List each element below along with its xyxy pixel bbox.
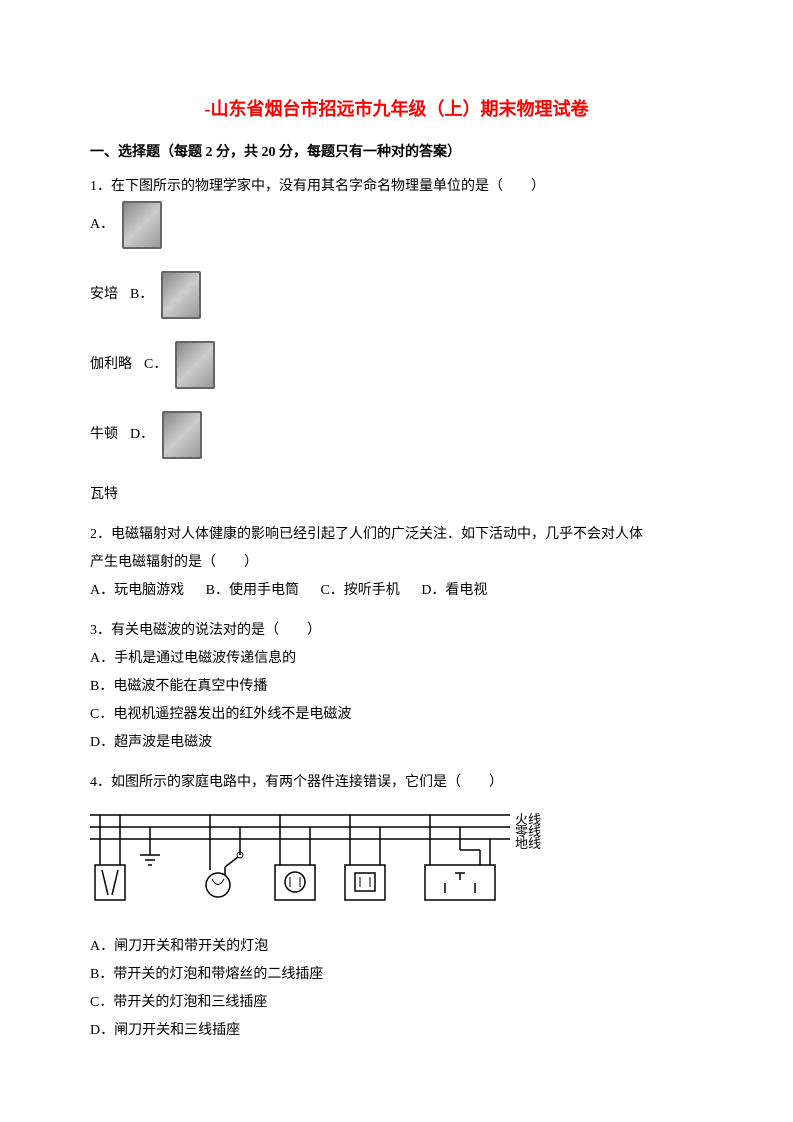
option-letter: A． <box>90 211 114 239</box>
q2-text-line2: 产生电磁辐射的是（ ） <box>90 549 703 577</box>
option-label: 牛顿 <box>90 421 118 449</box>
q2-option-b: B．使用手电筒 <box>206 577 299 605</box>
exam-title: -山东省烟台市招远市九年级（上）期末物理试卷 <box>90 95 703 121</box>
q3-option-d: D．超声波是电磁波 <box>90 729 703 757</box>
q2-options: A．玩电脑游戏 B．使用手电筒 C．按听手机 D．看电视 <box>90 577 703 605</box>
q3-option-c: C．电视机遥控器发出的红外线不是电磁波 <box>90 701 703 729</box>
ground-wire-label: 地线 <box>515 831 541 857</box>
physicist-stamp-icon <box>175 341 215 389</box>
q3-option-a: A．手机是通过电磁波传递信息的 <box>90 645 703 673</box>
q4-option-c: C．带开关的灯泡和三线插座 <box>90 989 703 1017</box>
option-label: 安培 <box>90 281 118 309</box>
q1-option-a: A． <box>90 201 703 249</box>
q1-final-word: 瓦特 <box>90 481 703 509</box>
q3-option-b: B．电磁波不能在真空中传播 <box>90 673 703 701</box>
q2-option-c: C．按听手机 <box>320 577 399 605</box>
question-3: 3．有关电磁波的说法对的是（ ） A．手机是通过电磁波传递信息的 B．电磁波不能… <box>90 617 703 757</box>
q4-option-d: D．闸刀开关和三线插座 <box>90 1017 703 1045</box>
physicist-stamp-icon <box>122 201 162 249</box>
physicist-stamp-icon <box>162 411 202 459</box>
section-header: 一、选择题（每题 2 分，共 20 分，每题只有一种对的答案） <box>90 141 703 161</box>
circuit-diagram: 火线 零线 地线 <box>90 805 550 925</box>
q4-text: 4．如图所示的家庭电路中，有两个器件连接错误，它们是（ ） <box>90 769 703 797</box>
option-letter: C． <box>144 351 167 379</box>
q2-option-a: A．玩电脑游戏 <box>90 577 184 605</box>
option-letter: B． <box>130 281 153 309</box>
q2-text-line1: 2．电磁辐射对人体健康的影响已经引起了人们的广泛关注．如下活动中，几乎不会对人体 <box>90 521 703 549</box>
question-4: 4．如图所示的家庭电路中，有两个器件连接错误，它们是（ ） <box>90 769 703 1045</box>
option-label: 伽利略 <box>90 351 132 379</box>
q1-option-d: 牛顿 D． <box>90 411 703 459</box>
question-1: 1．在下图所示的物理学家中，没有用其名字命名物理量单位的是（ ） A． 安培 B… <box>90 173 703 509</box>
q1-option-b: 安培 B． <box>90 271 703 319</box>
question-2: 2．电磁辐射对人体健康的影响已经引起了人们的广泛关注．如下活动中，几乎不会对人体… <box>90 521 703 605</box>
physicist-stamp-icon <box>161 271 201 319</box>
option-letter: D． <box>130 421 154 449</box>
q1-text: 1．在下图所示的物理学家中，没有用其名字命名物理量单位的是（ ） <box>90 173 703 201</box>
circuit-svg <box>90 805 550 925</box>
q2-option-d: D．看电视 <box>421 577 487 605</box>
q4-option-a: A．闸刀开关和带开关的灯泡 <box>90 933 703 961</box>
q3-text: 3．有关电磁波的说法对的是（ ） <box>90 617 703 645</box>
q4-option-b: B．带开关的灯泡和带熔丝的二线插座 <box>90 961 703 989</box>
q1-option-c: 伽利略 C． <box>90 341 703 389</box>
